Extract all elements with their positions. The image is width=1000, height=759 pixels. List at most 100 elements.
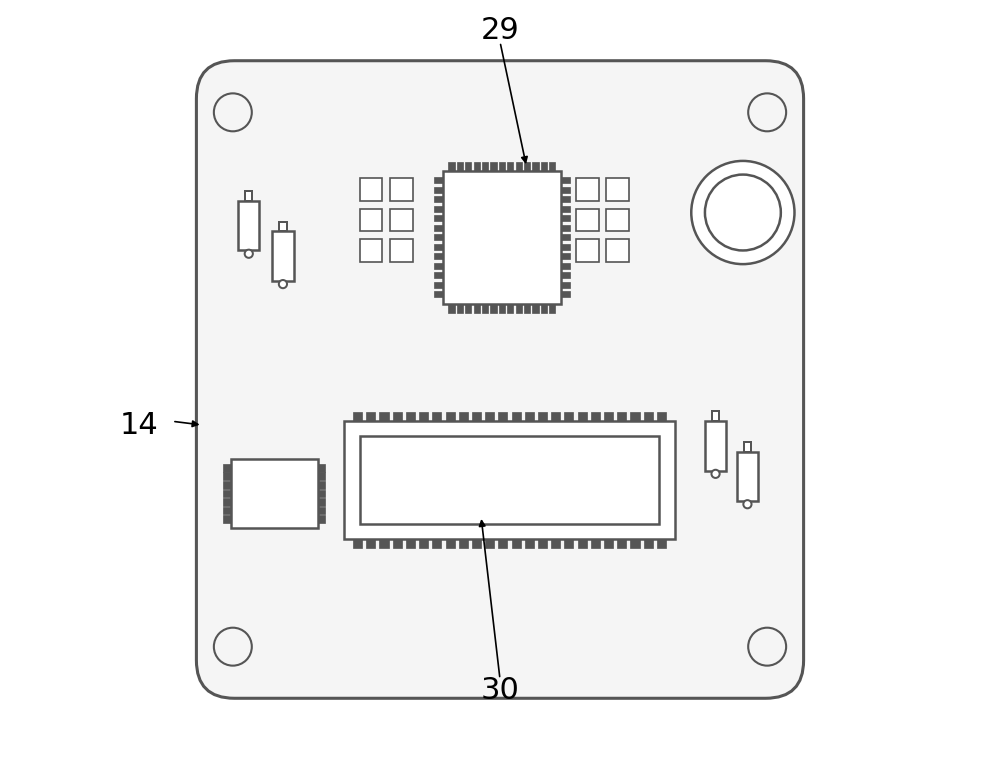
Bar xyxy=(231,459,318,528)
Bar xyxy=(223,490,231,497)
Bar xyxy=(561,206,570,212)
Bar xyxy=(318,481,325,489)
Bar xyxy=(485,539,494,548)
Bar xyxy=(390,178,413,201)
Bar xyxy=(434,225,443,231)
Bar xyxy=(485,412,494,421)
Bar xyxy=(446,412,455,421)
Bar xyxy=(561,177,570,183)
Bar xyxy=(406,412,415,421)
Bar xyxy=(617,539,626,548)
Bar xyxy=(512,412,521,421)
Bar xyxy=(498,412,507,421)
Bar xyxy=(223,507,231,515)
Bar xyxy=(223,481,231,489)
Bar xyxy=(532,304,539,313)
Text: 14: 14 xyxy=(120,411,159,439)
Bar xyxy=(516,162,522,171)
Bar xyxy=(561,187,570,193)
Bar xyxy=(434,196,443,202)
Bar xyxy=(512,539,521,548)
Bar xyxy=(434,187,443,193)
Bar xyxy=(644,539,653,548)
Bar xyxy=(490,162,497,171)
Bar xyxy=(318,472,325,480)
Bar xyxy=(318,507,325,515)
Bar xyxy=(353,412,362,421)
Bar xyxy=(532,162,539,171)
Bar xyxy=(459,412,468,421)
Bar xyxy=(434,216,443,222)
Bar xyxy=(223,515,231,523)
Bar xyxy=(223,472,231,480)
Bar xyxy=(499,162,505,171)
Bar xyxy=(561,234,570,240)
Bar xyxy=(617,412,626,421)
Circle shape xyxy=(743,500,752,509)
Bar xyxy=(465,304,471,313)
Bar xyxy=(434,272,443,279)
Text: 29: 29 xyxy=(481,16,519,45)
Bar xyxy=(606,209,629,231)
Circle shape xyxy=(279,280,287,288)
Circle shape xyxy=(748,93,786,131)
Bar xyxy=(630,412,640,421)
Bar xyxy=(561,254,570,260)
Bar xyxy=(390,209,413,231)
Bar xyxy=(561,263,570,269)
Circle shape xyxy=(691,161,794,264)
Bar xyxy=(744,442,751,452)
Bar xyxy=(318,515,325,523)
Bar xyxy=(474,162,480,171)
Bar xyxy=(606,178,629,201)
Bar xyxy=(360,178,382,201)
Bar xyxy=(419,539,428,548)
Bar xyxy=(379,412,389,421)
Bar xyxy=(434,177,443,183)
Bar xyxy=(448,162,455,171)
Bar xyxy=(564,539,573,548)
Bar xyxy=(561,291,570,298)
Bar xyxy=(657,412,666,421)
Bar xyxy=(644,412,653,421)
Bar xyxy=(591,539,600,548)
Circle shape xyxy=(214,93,252,131)
Bar xyxy=(318,498,325,505)
Bar xyxy=(360,209,382,231)
Bar xyxy=(474,304,480,313)
Bar xyxy=(482,304,488,313)
Bar xyxy=(541,304,547,313)
Bar xyxy=(606,239,629,262)
Circle shape xyxy=(748,628,786,666)
Bar xyxy=(576,209,599,231)
Circle shape xyxy=(245,250,253,258)
Bar xyxy=(353,539,362,548)
Bar xyxy=(561,216,570,222)
Bar xyxy=(705,421,726,471)
Bar xyxy=(432,539,441,548)
Bar xyxy=(507,304,513,313)
Circle shape xyxy=(711,470,720,478)
Bar xyxy=(360,436,659,524)
Bar xyxy=(223,464,231,471)
Bar xyxy=(223,498,231,505)
Bar xyxy=(591,412,600,421)
Bar xyxy=(472,412,481,421)
Bar xyxy=(524,304,530,313)
Bar xyxy=(434,282,443,288)
Bar xyxy=(551,412,560,421)
Bar xyxy=(443,171,561,304)
Bar xyxy=(490,304,497,313)
Bar xyxy=(434,234,443,240)
Bar xyxy=(657,539,666,548)
Bar xyxy=(516,304,522,313)
Circle shape xyxy=(705,175,781,250)
Bar xyxy=(549,304,555,313)
Bar xyxy=(434,291,443,298)
Bar xyxy=(390,239,413,262)
Bar xyxy=(434,206,443,212)
Bar xyxy=(630,539,640,548)
Bar xyxy=(578,539,587,548)
Bar xyxy=(318,464,325,471)
Bar xyxy=(576,239,599,262)
